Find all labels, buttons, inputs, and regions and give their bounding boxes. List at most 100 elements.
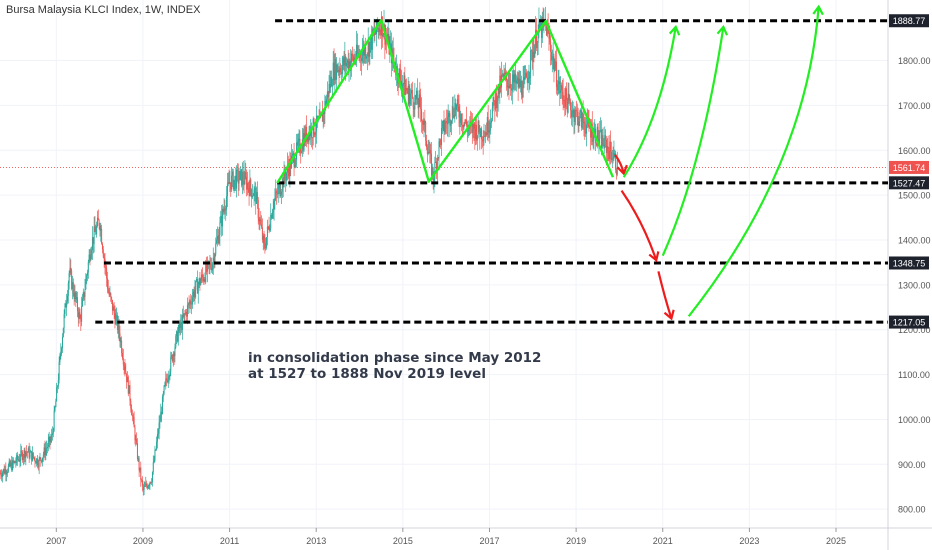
- arrow-head: [716, 24, 729, 36]
- candle-body: [63, 313, 65, 328]
- candle-body: [487, 116, 489, 133]
- candle-body: [181, 314, 183, 331]
- candle-body: [608, 150, 610, 160]
- candle-body: [37, 465, 39, 468]
- candle-body: [483, 136, 485, 142]
- candle-body: [146, 485, 148, 489]
- candle-body: [195, 280, 197, 290]
- candle-body: [526, 77, 528, 83]
- candle-body: [410, 93, 412, 96]
- candle-body: [371, 34, 373, 50]
- candle-body: [414, 95, 416, 110]
- candle-body: [51, 433, 53, 435]
- candle-body: [537, 29, 539, 43]
- candle-body: [156, 441, 158, 450]
- candle-body: [461, 124, 463, 126]
- candle-body: [311, 137, 313, 139]
- candle-body: [570, 110, 572, 118]
- candle-body: [604, 135, 606, 148]
- annotation-line-2: at 1527 to 1888 Nov 2019 level: [248, 366, 486, 382]
- candle-body: [352, 56, 354, 61]
- candle-body: [142, 485, 144, 491]
- arrow-head: [668, 24, 681, 36]
- candle-body: [14, 461, 16, 463]
- candle-body: [226, 196, 228, 209]
- candle-body: [463, 122, 465, 128]
- candle-body: [83, 292, 85, 297]
- arrow-shaft: [620, 190, 658, 261]
- candle-body: [223, 208, 225, 212]
- candle-body: [448, 113, 450, 117]
- candle-body: [462, 125, 464, 128]
- candle-body: [255, 188, 257, 204]
- candle-body: [56, 386, 58, 388]
- candle-body: [39, 457, 41, 459]
- candle-body: [424, 120, 426, 122]
- arrow-head: [663, 309, 675, 321]
- candle-body: [60, 351, 62, 355]
- candle-body: [296, 142, 298, 146]
- candle-body: [111, 297, 113, 300]
- candle-body: [271, 212, 273, 219]
- candle-body: [486, 116, 488, 136]
- candle-body: [431, 167, 433, 176]
- candle-body: [120, 340, 122, 342]
- candle-body: [91, 237, 93, 250]
- candle-body: [560, 85, 562, 91]
- candle-body: [457, 99, 459, 107]
- candle-body: [341, 72, 343, 75]
- candle-body: [356, 44, 358, 60]
- candle-body: [1, 475, 3, 477]
- candle-body: [616, 159, 618, 175]
- candle-body: [426, 147, 428, 154]
- candle-body: [501, 73, 503, 75]
- candle-body: [502, 73, 504, 77]
- candle-body: [256, 192, 258, 200]
- candle-body: [161, 396, 163, 415]
- candle-body: [561, 85, 563, 92]
- candle-body: [306, 126, 308, 142]
- candle-body: [342, 57, 344, 65]
- candle-body: [326, 91, 328, 99]
- candle-body: [597, 126, 599, 142]
- candle-body: [272, 209, 274, 213]
- candle-body: [102, 249, 104, 258]
- candle-body: [572, 110, 574, 113]
- candle-body: [295, 159, 297, 165]
- candle-body: [186, 305, 188, 317]
- candle-body: [435, 161, 437, 163]
- y-tick-label: 900.00: [898, 460, 926, 470]
- candle-body: [267, 226, 269, 228]
- candle-body: [445, 121, 447, 129]
- candle-body: [69, 267, 71, 274]
- candle-body: [117, 322, 119, 330]
- candle-body: [157, 433, 159, 435]
- candle-body: [30, 451, 32, 453]
- candle-body: [225, 208, 227, 211]
- candle-body: [401, 80, 403, 89]
- candle-body: [601, 135, 603, 149]
- candle-body: [144, 486, 146, 487]
- candle-body: [51, 434, 53, 439]
- candle-body: [183, 313, 185, 317]
- candle-body: [506, 79, 508, 88]
- candle-body: [605, 135, 607, 140]
- candle-body: [261, 227, 263, 240]
- candle-body: [213, 257, 215, 263]
- candle-body: [242, 171, 244, 182]
- candle-body: [518, 78, 520, 88]
- candle-body: [97, 217, 99, 221]
- candle-body: [328, 83, 330, 97]
- candle-body: [485, 132, 487, 136]
- candle-body: [165, 378, 167, 383]
- candle-body: [21, 452, 23, 461]
- candle-body: [552, 56, 554, 58]
- candle-body: [265, 247, 267, 249]
- candle-body: [321, 113, 323, 122]
- candle-body: [220, 215, 222, 223]
- candle-body: [219, 222, 221, 236]
- y-tick-label: 1800.00: [898, 56, 931, 66]
- candle-body: [423, 120, 425, 125]
- candle-body: [610, 151, 612, 161]
